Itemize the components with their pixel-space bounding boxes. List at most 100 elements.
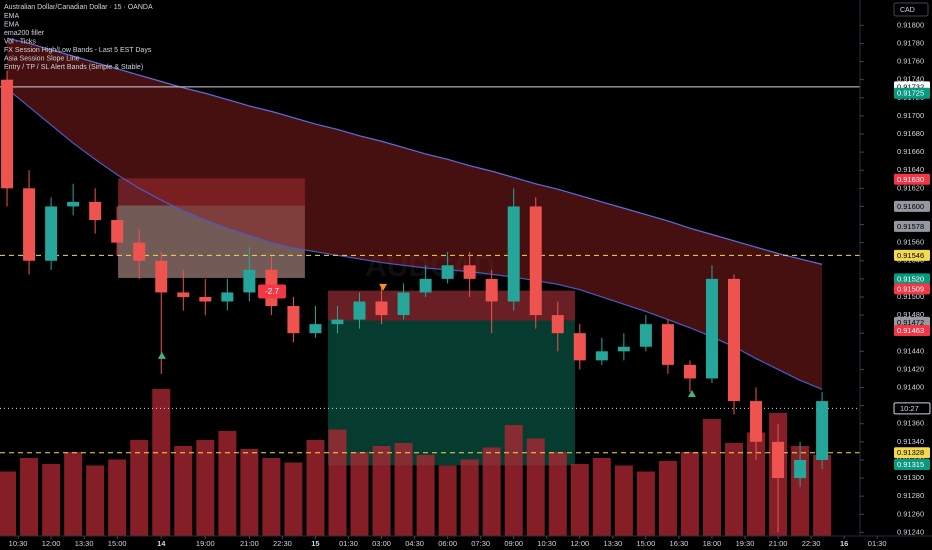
y-tick-label: 0.91480 xyxy=(897,310,924,319)
y-tick-label: 0.91780 xyxy=(897,38,924,47)
currency-button[interactable] xyxy=(893,2,929,17)
signal-marker xyxy=(687,389,696,397)
price-tag-label: 0.91315 xyxy=(897,460,924,469)
candle-body xyxy=(111,220,124,243)
volume-bar xyxy=(636,471,655,536)
x-tick-label: 21:00 xyxy=(769,539,788,548)
price-tag-label: 0.91725 xyxy=(897,89,924,98)
x-tick-label: 12:00 xyxy=(570,539,589,548)
volume-bar xyxy=(108,459,127,536)
y-tick-label: 0.91500 xyxy=(897,292,924,301)
candle-body xyxy=(529,206,542,316)
candle-body xyxy=(1,79,14,189)
axes: 0.912400.912600.912800.913000.913200.913… xyxy=(9,20,931,548)
x-tick-label: 16:30 xyxy=(670,539,689,548)
volume-bar xyxy=(306,440,325,536)
volume-bar xyxy=(174,446,193,536)
y-tick-label: 0.91800 xyxy=(897,20,924,29)
volume-bar xyxy=(548,452,567,536)
volume-bar xyxy=(438,465,457,536)
y-tick-label: 0.91360 xyxy=(897,419,924,428)
indicator-name: Entry / TP / SL Alert Bands (Simple & St… xyxy=(4,64,143,71)
candle-body xyxy=(507,206,520,302)
ema-filler xyxy=(6,37,823,390)
price-tag xyxy=(894,324,930,336)
candle-body xyxy=(419,278,432,293)
price-tag xyxy=(894,173,930,185)
countdown-tag xyxy=(893,402,931,415)
volume-bar xyxy=(460,459,479,536)
y-tick-label: 0.91440 xyxy=(897,346,924,355)
volume-bar xyxy=(482,447,501,536)
candle-body xyxy=(595,351,608,361)
candle-body xyxy=(617,346,630,352)
x-tick-label: 04:30 xyxy=(405,539,424,548)
indicator-name: FX Session High/Low Bands - Last 5 EST D… xyxy=(4,47,152,54)
candle-body xyxy=(353,301,366,320)
price-tag-label: 0.91463 xyxy=(897,326,924,335)
volume-bar xyxy=(570,464,589,536)
y-tick-label: 0.91680 xyxy=(897,129,924,138)
chart-title: Australian Dollar/Canadian Dollar · 15 ·… xyxy=(4,4,153,11)
x-tick-label: 06:00 xyxy=(438,539,457,548)
volume-bar xyxy=(416,455,435,536)
price-tag-label: 0.91546 xyxy=(897,251,924,260)
x-tick-label: 19:30 xyxy=(736,539,755,548)
candles xyxy=(1,70,829,533)
candle-body xyxy=(750,401,763,442)
x-tick-label: 15:00 xyxy=(636,539,655,548)
volume xyxy=(0,389,832,536)
price-tag-label: 0.91732 xyxy=(897,82,924,91)
y-tick-label: 0.91700 xyxy=(897,111,924,120)
candle-body xyxy=(23,188,36,261)
signal-marker xyxy=(157,351,166,359)
x-tick-label: 01:30 xyxy=(868,539,887,548)
volume-bar xyxy=(328,429,347,536)
indicator-name: ema200 filler xyxy=(4,30,45,37)
currency: CAD xyxy=(900,7,915,14)
x-tick-label: 14 xyxy=(157,539,166,548)
price-tag-label: 0.91578 xyxy=(897,222,924,231)
volume-bar xyxy=(240,449,259,536)
x-tick-label: 10:30 xyxy=(9,539,28,548)
candle-body xyxy=(816,401,829,460)
volume-bar xyxy=(680,452,699,536)
price-tag xyxy=(894,87,930,99)
x-tick-label: 19:00 xyxy=(196,539,215,548)
price-tag xyxy=(894,273,930,285)
x-tick-label: 16 xyxy=(840,539,848,548)
volume-bar xyxy=(350,452,369,536)
x-tick-label: 18:00 xyxy=(703,539,722,548)
candle-body xyxy=(375,301,388,316)
volume-bar xyxy=(152,389,171,536)
y-tick-label: 0.91620 xyxy=(897,183,924,192)
indicator-name: Asia Session Slope Line xyxy=(4,55,80,62)
signal-marker xyxy=(379,283,388,291)
candle-body xyxy=(177,292,190,297)
candle-body xyxy=(441,265,454,279)
y-tick-label: 0.91340 xyxy=(897,437,924,446)
price-tag xyxy=(894,220,930,232)
y-tick-label: 0.91740 xyxy=(897,75,924,84)
candle-body xyxy=(243,269,256,293)
ema-line xyxy=(6,88,823,390)
x-tick-label: 13:30 xyxy=(75,539,94,548)
candle-body xyxy=(155,260,168,293)
candle-body xyxy=(551,315,564,334)
candle-body xyxy=(661,324,674,365)
candle-body xyxy=(45,206,58,261)
candle-body xyxy=(683,364,696,379)
y-tick-label: 0.91400 xyxy=(897,382,924,391)
price-tag-label: 0.91630 xyxy=(897,175,924,184)
y-tick-label: 0.91760 xyxy=(897,57,924,66)
annotation-box xyxy=(258,284,287,299)
volume-bar xyxy=(196,440,215,536)
candle-body xyxy=(309,324,322,334)
volume-bar xyxy=(526,438,545,536)
price-tag xyxy=(894,249,930,261)
volume-bar xyxy=(747,432,766,536)
volume-bar xyxy=(0,471,17,536)
price-tag xyxy=(894,200,930,212)
volume-bar xyxy=(42,464,61,536)
